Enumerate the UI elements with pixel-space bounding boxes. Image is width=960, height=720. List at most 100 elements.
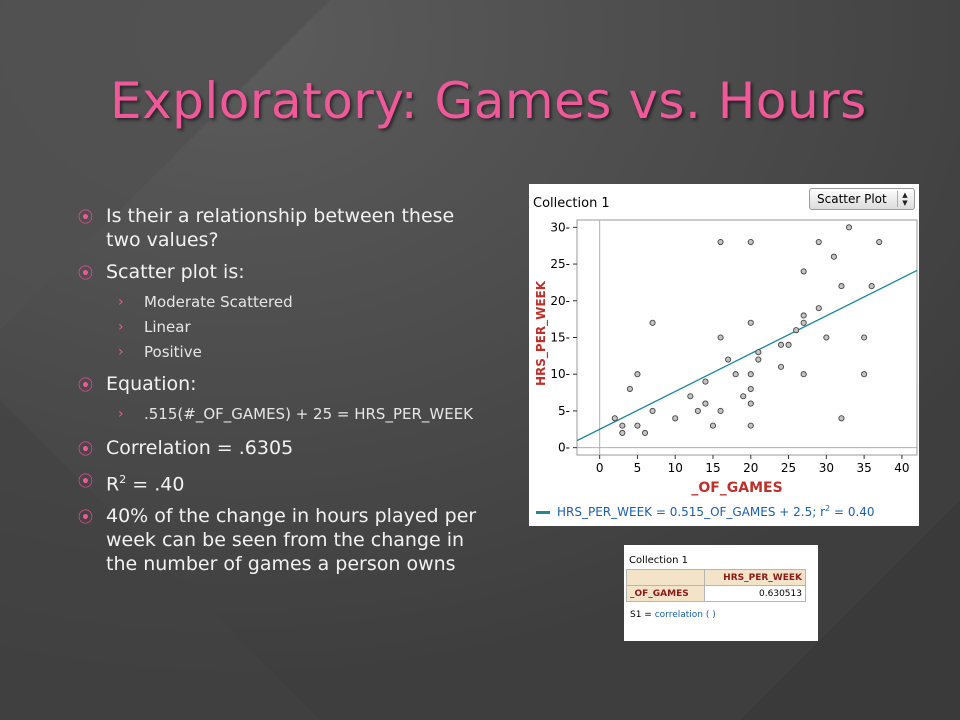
- y-tick-label: 15-: [550, 331, 570, 345]
- x-tick-label: 35: [856, 461, 871, 475]
- r-squared-label: R: [106, 473, 120, 496]
- table-formula[interactable]: S1 = correlation ( ): [630, 610, 716, 620]
- sub-bullet-marker-icon: ›: [118, 319, 124, 335]
- y-tick-label: 25-: [550, 257, 570, 271]
- bullet-marker-icon: ⦿: [78, 472, 94, 490]
- data-point: [694, 407, 701, 414]
- bullet-correlation: ⦿ Correlation = .6305: [78, 436, 478, 460]
- bullet-scatter-text: Scatter plot is:: [106, 261, 245, 283]
- data-point: [709, 422, 717, 429]
- data-point: [747, 238, 754, 246]
- plot-area: [576, 219, 918, 456]
- bullet-equation-text: Equation:: [106, 373, 197, 395]
- formula-prefix: S1 =: [630, 610, 655, 620]
- data-point: [611, 415, 618, 422]
- data-point: [717, 334, 724, 341]
- data-point: [876, 238, 883, 246]
- data-point: [649, 407, 656, 414]
- slide-title: Exploratory: Games vs. Hours: [110, 72, 867, 130]
- bullet-list: ⦿ Is their a relationship between these …: [78, 204, 478, 584]
- data-point: [800, 371, 807, 378]
- y-tick-label: 10-: [550, 367, 570, 381]
- bullet-marker-icon: ⦿: [78, 508, 94, 527]
- data-point: [747, 400, 754, 407]
- bullet-interpretation: ⦿ 40% of the change in hours played per …: [78, 504, 478, 576]
- scatter-plot[interactable]: 0- 5- 10- 15- 20- 25- 30- 0 5 10 15 20 25 30 35 40 _OF_G…: [529, 184, 919, 526]
- data-point: [619, 422, 626, 429]
- equation-text: .515(#_OF_GAMES) + 25 = HRS_PER_WEEK: [144, 405, 474, 423]
- data-point: [717, 238, 724, 246]
- sub-bullet: › .515(#_OF_GAMES) + 25 = HRS_PER_WEEK: [78, 404, 478, 424]
- plot-type-select[interactable]: Scatter Plot ▲ ▼: [809, 188, 915, 210]
- legend-r-squared: = 0.40: [830, 505, 875, 519]
- sub-bullet-text: Moderate Scattered: [144, 293, 293, 311]
- data-point: [755, 356, 762, 363]
- data-point: [800, 312, 807, 319]
- x-axis-label: _OF_GAMES: [691, 480, 782, 496]
- data-point: [785, 341, 792, 348]
- bullet-question: ⦿ Is their a relationship between these …: [78, 204, 478, 252]
- bullet-marker-icon: ⦿: [78, 376, 94, 394]
- bullet-question-text: Is their a relationship between these tw…: [106, 205, 455, 251]
- sub-bullet: › Moderate Scattered: [78, 292, 478, 312]
- sub-bullet: › Linear: [78, 317, 478, 337]
- r-squared-value: = .40: [126, 473, 185, 496]
- data-point: [755, 349, 762, 356]
- y-tick-label: 30-: [550, 220, 570, 234]
- data-point: [634, 371, 641, 378]
- table-collection-title: Collection 1: [629, 555, 689, 566]
- table-corner-cell: [626, 569, 705, 586]
- data-point: [838, 283, 845, 290]
- x-tick-label: 5: [634, 461, 642, 475]
- data-point: [815, 305, 822, 312]
- data-point: [800, 268, 807, 275]
- regression-line: [576, 269, 918, 442]
- formula-text: correlation ( ): [654, 610, 716, 620]
- table-value-cell[interactable]: 0.630513: [703, 585, 807, 602]
- x-tick-label: 25: [781, 461, 796, 475]
- correlation-table-panel: Collection 1 HRS_PER_WEEK _OF_GAMES 0.63…: [624, 545, 818, 641]
- data-point: [702, 378, 709, 385]
- table-row-header: _OF_GAMES: [626, 585, 705, 602]
- legend-equation: HRS_PER_WEEK = 0.515_OF_GAMES + 2.5; r: [557, 505, 826, 519]
- y-tick-label: 5-: [558, 404, 570, 418]
- data-point: [672, 415, 679, 422]
- data-point: [717, 407, 724, 414]
- sub-bullet-marker-icon: ›: [118, 344, 124, 360]
- sub-bullet-text: Positive: [144, 343, 202, 361]
- correlation-text: Correlation = .6305: [106, 437, 294, 459]
- y-tick-label: 0-: [558, 441, 570, 455]
- plot-type-label: Scatter Plot: [817, 192, 887, 206]
- x-tick-label: 40: [894, 461, 909, 475]
- data-point: [649, 319, 656, 326]
- data-point: [725, 356, 732, 363]
- sub-bullet: › Positive: [78, 342, 478, 362]
- data-point: [747, 422, 754, 429]
- data-point: [687, 393, 694, 400]
- bullet-marker-icon: ⦿: [78, 208, 94, 226]
- data-point: [815, 238, 822, 246]
- data-point: [747, 371, 754, 378]
- data-point: [861, 371, 868, 378]
- bullet-r-squared: ⦿ R2 = .40: [78, 468, 478, 496]
- sub-bullet-text: Linear: [144, 318, 191, 336]
- data-point: [634, 422, 641, 429]
- regression-legend: HRS_PER_WEEK = 0.515_OF_GAMES + 2.5; r2 …: [557, 504, 875, 519]
- data-point: [740, 393, 747, 400]
- data-point: [830, 253, 837, 260]
- x-tick-label: 20: [743, 461, 758, 475]
- x-tick-label: 15: [705, 461, 720, 475]
- data-point: [747, 385, 754, 392]
- bullet-scatter: ⦿ Scatter plot is:: [78, 260, 478, 284]
- x-tick-label: 30: [819, 461, 834, 475]
- table-column-header: HRS_PER_WEEK: [703, 569, 807, 586]
- data-point: [747, 319, 754, 326]
- data-point: [702, 400, 709, 407]
- sub-bullet-marker-icon: ›: [118, 294, 124, 310]
- legend-exponent: 2: [825, 504, 831, 513]
- data-point: [626, 385, 633, 392]
- data-point: [845, 224, 853, 231]
- bullet-marker-icon: ⦿: [78, 264, 94, 282]
- scatter-plot-panel: 0- 5- 10- 15- 20- 25- 30- 0 5 10 15 20 25 30 35 40 _OF_G…: [529, 184, 919, 526]
- correlation-table: HRS_PER_WEEK _OF_GAMES 0.630513: [626, 569, 807, 602]
